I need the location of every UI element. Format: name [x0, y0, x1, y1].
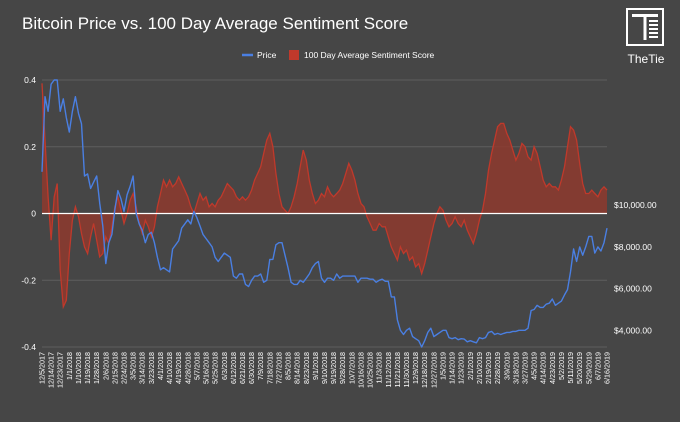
y-right-tick-label: $4,000.00 [614, 325, 652, 335]
x-tick-label: 2/19/2019 [484, 352, 493, 384]
x-tick-label: 8/5/2018 [284, 352, 293, 380]
logo-text: TheTie [627, 52, 665, 66]
x-tick-label: 4/5/2019 [530, 352, 539, 380]
x-tick-label: 11/12/2018 [384, 352, 393, 387]
chart-title: Bitcoin Price vs. 100 Day Average Sentim… [22, 14, 409, 33]
price-line [41, 79, 608, 348]
x-tick-label: 6/30/2018 [247, 352, 256, 384]
y-right-tick-label: $10,000.00 [614, 200, 657, 210]
x-tick-label: 9/1/2018 [311, 352, 320, 380]
x-tick-label: 1/10/2018 [74, 352, 83, 384]
sentiment-area [42, 83, 607, 307]
x-tick-label: 9/19/2018 [329, 352, 338, 384]
x-tick-label: 10/16/2018 [357, 352, 366, 388]
x-tick-label: 6/21/2018 [238, 352, 247, 384]
x-tick-label: 12/27/2018 [429, 352, 438, 388]
x-tick-label: 4/28/2018 [183, 352, 192, 384]
x-tick-label: 6/7/2019 [593, 352, 602, 380]
legend-price-label: Price [257, 50, 277, 60]
x-tick-label: 2/15/2018 [110, 352, 119, 384]
x-tick-label: 4/19/2018 [174, 352, 183, 384]
x-tick-label: 6/3/2018 [220, 352, 229, 380]
x-tick-label: 5/20/2019 [575, 352, 584, 384]
x-tick-label: 3/9/2019 [502, 352, 511, 380]
x-tick-label: 4/1/2018 [156, 352, 165, 380]
y-left-tick-label: -0.2 [21, 275, 36, 285]
y-left-tick-label: 0.2 [24, 142, 36, 152]
x-tick-label: 2/6/2018 [101, 352, 110, 380]
x-tick-label: 11/3/2018 [375, 352, 384, 383]
x-tick-label: 7/27/2018 [274, 352, 283, 384]
x-tick-label: 1/28/2018 [92, 352, 101, 384]
x-tick-label: 7/18/2018 [265, 352, 274, 384]
x-tick-label: 10/7/2018 [347, 352, 356, 384]
x-tick-label: 2/1/2019 [466, 352, 475, 380]
x-tick-label: 3/23/2018 [147, 352, 156, 384]
y-left-tick-label: -0.4 [21, 342, 36, 352]
x-tick-label: 3/5/2018 [129, 352, 138, 380]
legend-sentiment-label: 100 Day Average Sentiment Score [304, 50, 435, 60]
x-tick-label: 8/14/2018 [293, 352, 302, 384]
x-tick-label: 2/24/2018 [120, 352, 129, 384]
x-tick-label: 9/10/2018 [320, 352, 329, 384]
x-tick-label: 6/12/2018 [229, 352, 238, 384]
x-tick-label: 3/27/2019 [521, 352, 530, 384]
x-tick-label: 1/19/2018 [83, 352, 92, 384]
x-tick-label: 3/18/2019 [511, 352, 520, 384]
x-tick-label: 3/14/2018 [138, 352, 147, 384]
x-tick-label: 5/7/2018 [192, 352, 201, 380]
y-left-tick-label: 0.4 [24, 75, 36, 85]
x-tick-label: 5/16/2018 [202, 352, 211, 384]
x-tick-label: 5/2/2019 [557, 352, 566, 380]
x-tick-label: 7/9/2018 [256, 352, 265, 380]
x-tick-label: 12/9/2018 [411, 352, 420, 384]
x-tick-label: 4/14/2019 [539, 352, 548, 384]
x-tick-label: 11/21/2018 [393, 352, 402, 387]
x-tick-label: 12/14/2017 [47, 352, 56, 388]
x-tick-label: 4/23/2019 [548, 352, 557, 384]
x-tick-label: 4/10/2018 [165, 352, 174, 384]
x-tick-label: 6/16/2019 [603, 352, 612, 384]
x-tick-label: 5/29/2019 [584, 352, 593, 384]
y-right-tick-label: $6,000.00 [614, 284, 652, 294]
x-tick-label: 12/5/2017 [38, 352, 47, 384]
x-tick-label: 9/28/2018 [338, 352, 347, 384]
x-tick-label: 10/25/2018 [366, 352, 375, 388]
x-tick-label: 2/10/2019 [475, 352, 484, 384]
x-tick-label: 12/23/2017 [56, 352, 65, 388]
x-tick-label: 12/18/2018 [420, 352, 429, 388]
y-right-tick-label: $8,000.00 [614, 242, 652, 252]
x-tick-label: 11/30/2018 [402, 352, 411, 387]
x-tick-label: 8/23/2018 [302, 352, 311, 384]
x-tick-label: 5/11/2019 [566, 352, 575, 383]
x-tick-label: 1/14/2019 [448, 352, 457, 384]
logo-icon [626, 8, 664, 46]
x-tick-label: 2/28/2019 [493, 352, 502, 384]
x-tick-label: 1/1/2018 [65, 352, 74, 380]
x-tick-label: 1/5/2019 [439, 352, 448, 380]
y-left-tick-label: 0 [31, 209, 36, 219]
thetie-logo: TheTie [620, 8, 672, 70]
legend-sentiment-swatch [289, 50, 299, 60]
x-tick-label: 1/23/2019 [457, 352, 466, 384]
x-tick-label: 5/25/2018 [211, 352, 220, 384]
